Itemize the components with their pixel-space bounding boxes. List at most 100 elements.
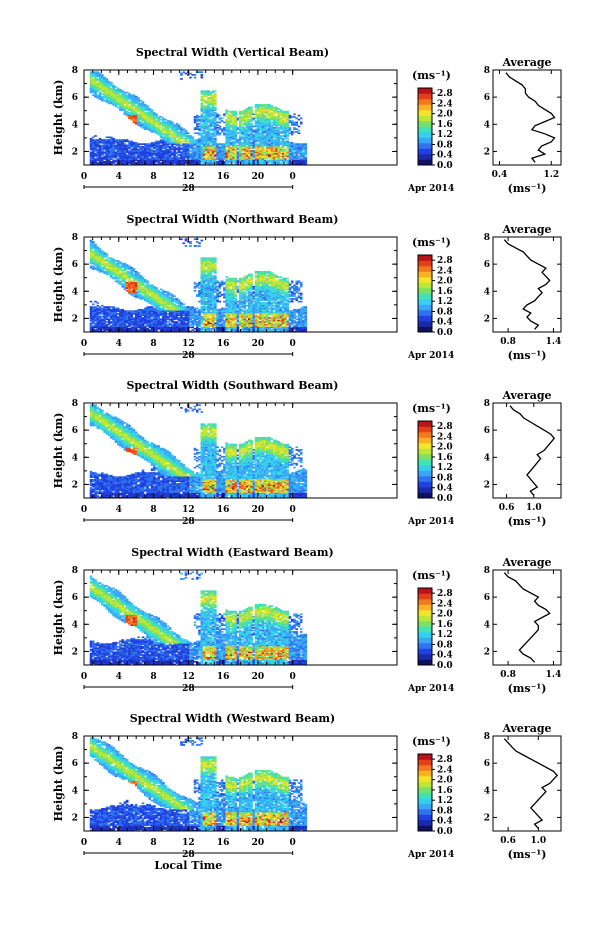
heatmap-cell: [230, 124, 233, 126]
heatmap-cell: [198, 116, 201, 118]
heatmap-cell: [135, 156, 138, 158]
heatmap-cell: [191, 306, 194, 308]
heatmap-cell: [239, 116, 242, 118]
heatmap-cell: [92, 251, 95, 253]
heatmap-cell: [210, 128, 213, 130]
heatmap-cell: [203, 115, 206, 117]
colorbar-swatch: [418, 105, 432, 111]
heatmap-cell: [117, 308, 120, 310]
heatmap-cell: [128, 101, 131, 103]
heatmap-cell: [250, 123, 253, 125]
heatmap-cell: [196, 123, 199, 125]
heatmap-cell: [232, 111, 235, 113]
heatmap-cell: [201, 130, 204, 132]
heatmap-cell: [196, 241, 199, 243]
heatmap-cell: [182, 143, 185, 145]
heatmap-cell: [119, 261, 122, 263]
profile-x-tick-label: 1.2: [543, 170, 559, 180]
heatmap-cell: [169, 327, 172, 329]
heatmap-cell: [137, 143, 140, 145]
heatmap-cell: [289, 127, 292, 129]
heatmap-cell: [92, 304, 95, 306]
heatmap-cell: [219, 118, 222, 120]
heatmap-cell: [293, 156, 296, 158]
heatmap-cell: [97, 162, 100, 164]
heatmap-cell: [277, 111, 280, 113]
heatmap-cell: [112, 306, 115, 308]
heatmap-cell: [189, 324, 192, 326]
heatmap-cell: [253, 113, 256, 115]
heatmap-cell: [121, 283, 124, 285]
heatmap-cell: [185, 160, 188, 162]
heatmap-cell: [225, 119, 228, 121]
heatmap-cell: [149, 143, 152, 145]
heatmap-cell: [101, 251, 104, 253]
heatmap-cell: [214, 93, 217, 95]
colorbar-tick-label: 0.0: [437, 161, 453, 171]
heatmap-cell: [275, 107, 278, 109]
heatmap-cell: [146, 306, 149, 308]
heatmap-cell: [142, 146, 145, 148]
heatmap-cell: [99, 138, 102, 140]
heatmap: [90, 71, 307, 165]
heatmap-cell: [253, 126, 256, 128]
heatmap-cell: [101, 96, 104, 98]
heatmap-cell: [219, 122, 222, 124]
heatmap-cell: [203, 105, 206, 107]
heatmap-cell: [119, 309, 122, 311]
heatmap-cell: [277, 108, 280, 110]
heatmap-cell: [124, 105, 127, 107]
heatmap-cell: [176, 139, 179, 141]
heatmap-cell: [103, 252, 106, 254]
heatmap-cell: [124, 272, 127, 274]
heatmap-cell: [115, 151, 118, 153]
heatmap-cell: [142, 295, 145, 297]
heatmap-cell: [151, 109, 154, 111]
heatmap-cell: [133, 274, 136, 276]
heatmap-cell: [228, 113, 231, 115]
heatmap-cell: [169, 297, 172, 299]
heatmap-cell: [207, 124, 210, 126]
heatmap-cell: [115, 263, 118, 265]
heatmap-cell: [194, 139, 197, 141]
heatmap-cell: [130, 267, 133, 269]
heatmap-cell: [97, 302, 100, 304]
colorbar-tick-label: 1.2: [437, 130, 453, 140]
heatmap-cell: [221, 120, 224, 122]
heatmap-cell: [194, 77, 197, 79]
x-tick-label: 0: [290, 172, 296, 182]
heatmap-cell: [128, 112, 131, 114]
heatmap-cell: [196, 294, 199, 296]
heatmap-cell: [182, 141, 185, 143]
heatmap-cell: [101, 318, 104, 320]
heatmap-cell: [268, 143, 271, 145]
heatmap-cell: [239, 111, 242, 113]
heatmap-cell: [167, 324, 170, 326]
heatmap-cell: [198, 71, 201, 73]
heatmap-cell: [92, 94, 95, 96]
profile-x-tick-label: 0.4: [492, 170, 508, 180]
heatmap-cell: [167, 291, 170, 293]
heatmap-cell: [304, 143, 307, 145]
heatmap-cell: [160, 116, 163, 118]
heatmap-cell: [234, 145, 237, 147]
heatmap-cell: [119, 139, 122, 141]
heatmap-cell: [178, 317, 181, 319]
y-tick-label: 6: [72, 93, 78, 103]
heatmap-cell: [255, 120, 258, 122]
heatmap-cell: [201, 132, 204, 134]
heatmap-cell: [243, 127, 246, 129]
heatmap-cell: [243, 109, 246, 111]
heatmap-cell: [167, 120, 170, 122]
heatmap-cell: [302, 143, 305, 145]
heatmap-cell: [164, 119, 167, 121]
heatmap-cell: [160, 127, 163, 129]
heatmap-cell: [169, 146, 172, 148]
heatmap-cell: [106, 263, 109, 265]
heatmap-cell: [207, 90, 210, 92]
heatmap-cell: [291, 142, 294, 144]
heatmap-cell: [248, 107, 251, 109]
heatmap-cell: [130, 310, 133, 312]
heatmap-cell: [198, 328, 201, 330]
heatmap-cell: [212, 94, 215, 96]
